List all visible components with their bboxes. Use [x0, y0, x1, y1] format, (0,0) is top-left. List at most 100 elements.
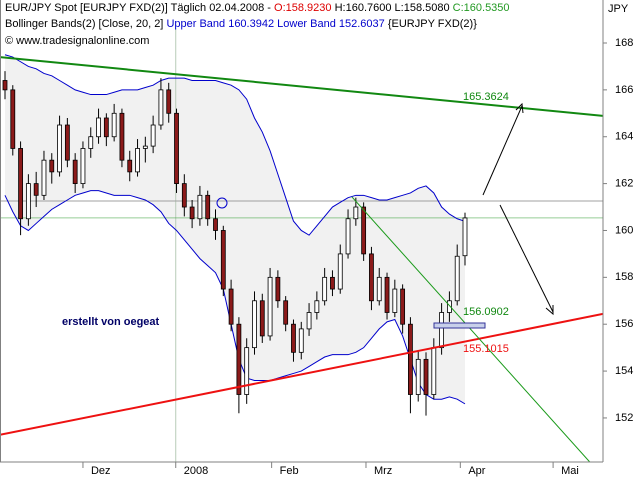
bands: Upper Band 160.3942 Lower Band 152.6037	[166, 18, 384, 30]
candle-body	[322, 276, 328, 302]
annotation: 156.0902	[463, 306, 509, 318]
arrow	[482, 105, 523, 196]
candle-body	[111, 112, 117, 138]
y-tick-label: 152	[615, 412, 633, 424]
candle-body	[119, 112, 125, 161]
candle-body	[64, 124, 70, 161]
candle-body	[174, 112, 179, 185]
upper-band	[4, 54, 466, 236]
candle-body	[462, 217, 468, 257]
x-tick-label: Mrz	[374, 465, 392, 477]
candle-body	[181, 183, 187, 208]
candle-body	[18, 148, 23, 220]
arrow-head	[515, 102, 524, 114]
candle-body	[439, 312, 445, 349]
y-tick-label: 168	[615, 37, 633, 49]
annotation: 165.3624	[463, 91, 509, 103]
candle-body	[10, 89, 16, 149]
candle-body	[2, 80, 8, 91]
candle-body	[337, 253, 343, 290]
y-tick-label: 164	[615, 131, 633, 143]
candle-body	[291, 323, 296, 353]
candle-body	[361, 206, 367, 255]
candle-body	[57, 124, 62, 173]
candle-body	[72, 159, 78, 185]
x-tick-label: Feb	[280, 465, 299, 477]
annotation: erstellt von oegeat	[62, 316, 160, 328]
candle-body	[400, 288, 406, 325]
candle-body	[353, 206, 359, 220]
period: Täglich 02.04.2008 -	[171, 2, 272, 14]
arrows	[482, 102, 554, 316]
candle-body	[454, 255, 460, 302]
header-line-2: Bollinger Bands(2) [Close, 20, 2] Upper …	[5, 18, 477, 30]
x-tick-label: Apr	[468, 465, 485, 477]
candle-body	[189, 206, 195, 220]
high-low: H:160.7600 L:158.5080	[335, 2, 450, 14]
candle-body	[88, 136, 94, 149]
candle-body	[431, 347, 437, 395]
candle-body	[96, 117, 101, 138]
candle-body	[228, 288, 234, 325]
y-unit: JPY	[608, 3, 629, 15]
candle-body	[213, 218, 218, 231]
arrow-head	[545, 305, 554, 316]
candle-body	[415, 358, 421, 395]
candle-body	[127, 159, 133, 173]
y-tick-label: 156	[615, 318, 633, 330]
candle-body	[244, 347, 250, 395]
candle-body	[298, 328, 304, 353]
candle-body	[103, 117, 109, 138]
candle-body	[252, 300, 257, 349]
candle-body	[236, 323, 242, 395]
header-line-1: EUR/JPY Spot [EURJPY FXD(2)] Täglich 02.…	[5, 2, 510, 14]
candle-body	[142, 145, 148, 149]
indicator: Bollinger Bands(2) [Close, 20, 2]	[5, 18, 163, 30]
marker-box	[433, 322, 486, 329]
candle-body	[275, 276, 281, 302]
y-tick-label: 166	[615, 84, 633, 96]
y-tick-label: 162	[615, 178, 633, 190]
candle-body	[267, 276, 273, 337]
trendline	[0, 56, 603, 117]
lower-band	[4, 190, 466, 405]
y-tick-label: 154	[615, 365, 633, 377]
candle-body	[283, 300, 289, 325]
candle-body	[33, 183, 39, 196]
x-tick-label: Dez	[91, 465, 111, 477]
candle-body	[369, 253, 374, 302]
candle-body	[392, 288, 398, 313]
candle-body	[150, 124, 156, 147]
open: O:158.9230	[274, 2, 332, 14]
candle-body	[135, 148, 140, 173]
candle-body	[423, 358, 429, 395]
candle-body	[205, 194, 211, 220]
candle-body	[447, 300, 452, 313]
candle-body	[314, 300, 320, 313]
close: C:160.5350	[453, 2, 510, 14]
annotation: 155.1015	[463, 343, 509, 355]
y-tick-label: 158	[615, 271, 633, 283]
candle-body	[166, 89, 172, 114]
candle-body	[384, 276, 390, 313]
candle-body	[330, 276, 335, 290]
candle-body	[197, 194, 203, 220]
marker-circle	[216, 197, 228, 209]
candle-body	[259, 300, 265, 337]
copyright: © www.tradesignalonline.com	[5, 35, 149, 47]
candle-body	[376, 276, 382, 302]
x-tick-label: 2008	[184, 465, 208, 477]
candle-body	[25, 183, 31, 220]
x-tick-label: Mai	[561, 465, 579, 477]
trendline	[0, 312, 603, 436]
candle-body	[49, 159, 55, 173]
candle-body	[80, 148, 86, 185]
candle-body	[220, 230, 226, 290]
trendline	[351, 196, 591, 462]
candle-body	[158, 89, 164, 126]
plot-area	[0, 28, 603, 462]
candle-body	[408, 323, 413, 395]
candle-body	[41, 159, 47, 196]
candle-body	[345, 218, 351, 255]
